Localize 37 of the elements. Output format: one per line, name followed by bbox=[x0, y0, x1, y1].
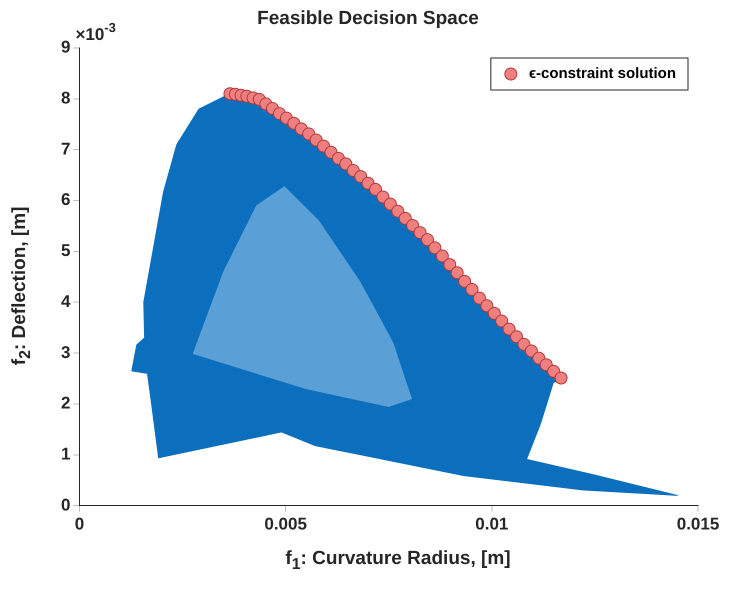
y-tick-label: 9 bbox=[60, 38, 70, 57]
point bbox=[428, 241, 442, 254]
point bbox=[472, 292, 486, 305]
point bbox=[480, 299, 494, 312]
point bbox=[488, 306, 501, 320]
point bbox=[414, 226, 427, 240]
y-tick-label: 6 bbox=[60, 190, 70, 210]
point bbox=[420, 233, 434, 246]
y-tick-label: 5 bbox=[60, 241, 70, 260]
point bbox=[495, 314, 508, 328]
x-axis-title: f$_{1}$: Curvature Radius, [m] bbox=[284, 548, 512, 574]
point bbox=[369, 182, 382, 196]
point bbox=[436, 249, 449, 262]
point bbox=[502, 322, 516, 336]
point bbox=[466, 283, 479, 296]
chart-title: Feasible Decision Space bbox=[257, 8, 479, 29]
point bbox=[376, 190, 390, 204]
point bbox=[450, 266, 464, 280]
y-tick-label: 1 bbox=[60, 444, 70, 464]
x-tick-label: 0.005 bbox=[264, 514, 307, 534]
y-tick-label: 8 bbox=[60, 88, 70, 108]
y-tick-label: 4 bbox=[60, 292, 71, 311]
point bbox=[510, 330, 524, 344]
point bbox=[406, 218, 420, 232]
point bbox=[384, 198, 397, 211]
x-tick-label: 0.015 bbox=[676, 514, 720, 534]
y-tick-label: 2 bbox=[60, 394, 70, 413]
y-tick-label: 7 bbox=[60, 139, 70, 158]
point bbox=[443, 258, 456, 272]
y-tick-label: 3 bbox=[60, 342, 70, 362]
y-tick-label: 0 bbox=[60, 495, 70, 514]
x-tick-label: 0 bbox=[74, 514, 84, 534]
point bbox=[554, 371, 568, 384]
legend-label: ϵ-constraint solution bbox=[528, 65, 676, 82]
x-tick-label: 0.01 bbox=[475, 514, 508, 534]
point bbox=[524, 344, 538, 358]
point bbox=[458, 274, 472, 288]
